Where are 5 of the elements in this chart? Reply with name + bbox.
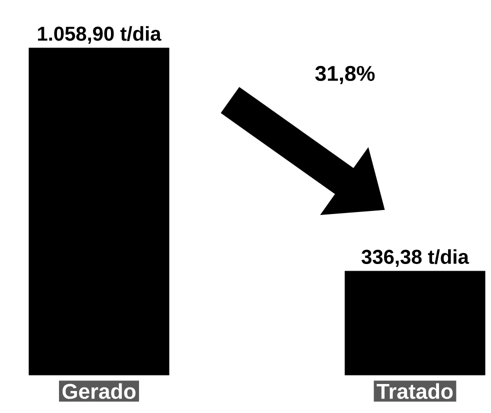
annotation: 31,8% bbox=[315, 66, 375, 84]
data-label: 1.058,90 t/dia bbox=[38, 26, 162, 44]
x-tick-label: Gerado bbox=[62, 383, 136, 399]
x-tick-label: Tratado bbox=[376, 383, 453, 399]
data-label: 336,38 t/dia bbox=[362, 249, 470, 267]
